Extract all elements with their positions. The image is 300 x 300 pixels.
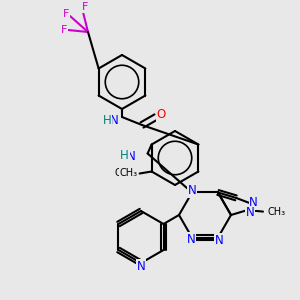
- Text: N: N: [249, 196, 258, 209]
- Text: N: N: [110, 113, 118, 127]
- Text: N: N: [246, 206, 254, 219]
- Text: CH₃: CH₃: [115, 169, 133, 178]
- Text: H: H: [120, 149, 129, 162]
- Text: CH₃: CH₃: [119, 169, 138, 178]
- Text: F: F: [61, 25, 67, 35]
- Text: CH₃: CH₃: [267, 207, 285, 217]
- Text: F: F: [63, 9, 69, 19]
- Text: F: F: [82, 2, 88, 12]
- Text: N: N: [136, 260, 146, 272]
- Text: N: N: [188, 184, 196, 197]
- Text: N: N: [214, 234, 224, 247]
- Text: O: O: [156, 109, 166, 122]
- Text: N: N: [127, 150, 136, 163]
- Text: N: N: [187, 233, 195, 246]
- Text: H: H: [103, 113, 111, 127]
